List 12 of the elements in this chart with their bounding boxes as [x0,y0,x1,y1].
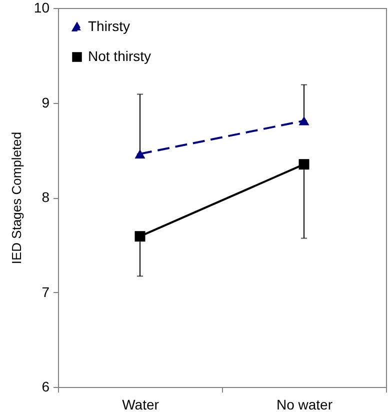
x-tick-label: No water [276,396,333,412]
legend-label: Not thirsty [88,48,152,64]
legend-label: Thirsty [88,18,130,34]
point [298,159,310,170]
x-tick-label: Water [122,396,160,412]
y-tick-label: 10 [34,0,50,16]
y-tick-label: 7 [42,284,50,300]
y-axis-title: IED Stages Completed [8,132,24,264]
y-tick-label: 8 [42,189,50,205]
y-tick-label: 6 [42,378,50,394]
y-tick-label: 9 [42,94,50,110]
point [134,231,146,242]
